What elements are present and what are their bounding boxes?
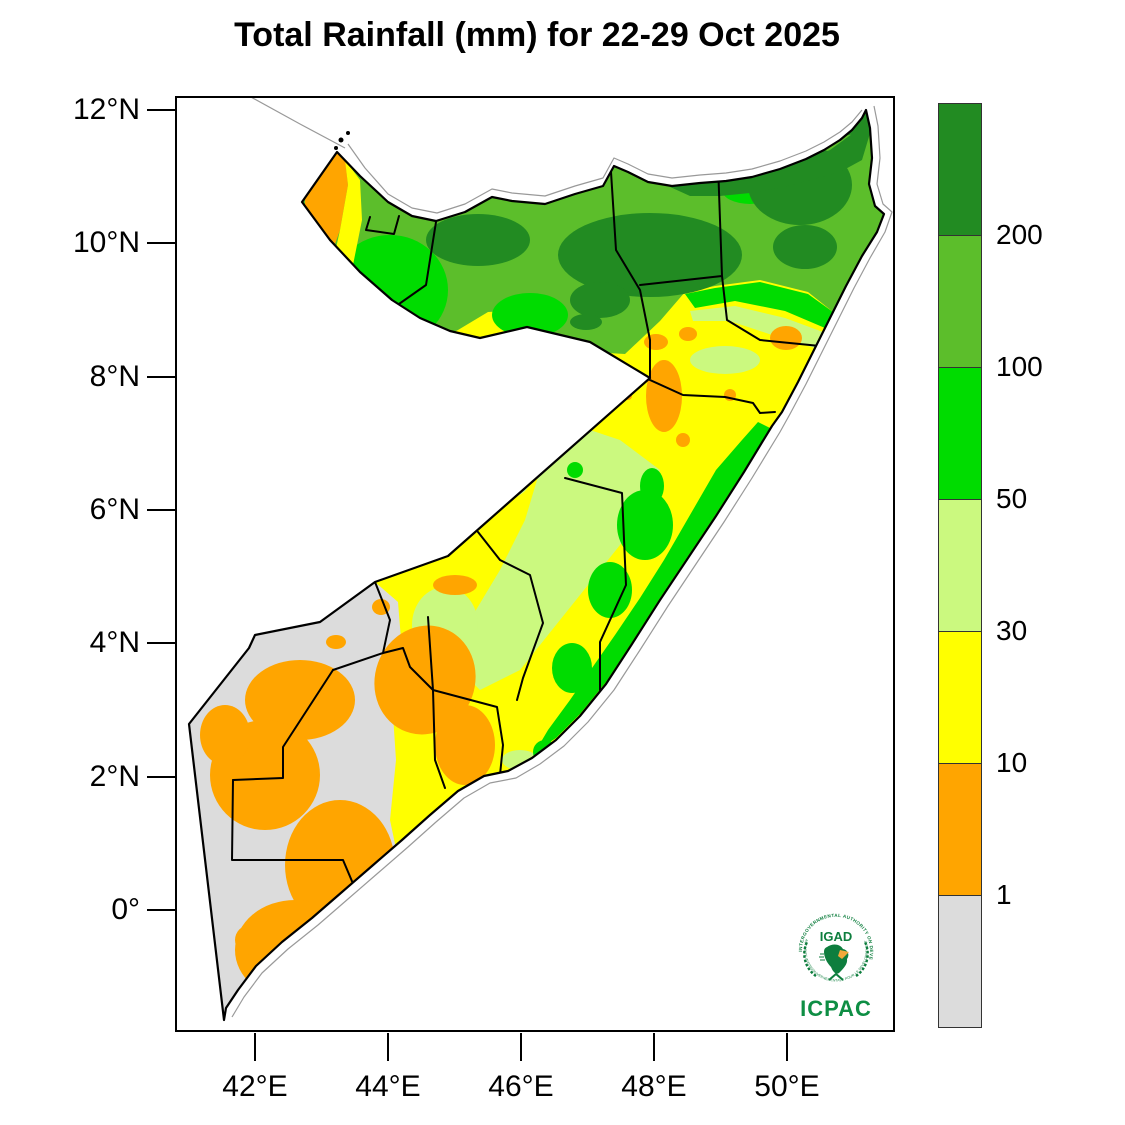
africa-silhouette-icon xyxy=(819,944,849,974)
y-axis-label: 4°N xyxy=(89,626,140,659)
legend-tick-label: 200 xyxy=(996,219,1043,250)
laurel-right-icon xyxy=(855,941,869,977)
y-axis-label: 2°N xyxy=(89,760,140,793)
djibouti-coastline xyxy=(248,96,346,149)
legend-swatch-100-200 xyxy=(938,235,982,368)
x-axis-label: 50°E xyxy=(754,1070,820,1103)
north-offshore-line xyxy=(347,109,863,214)
x-tick xyxy=(653,1033,655,1061)
y-axis-label: 0° xyxy=(111,893,140,926)
y-axis-label: 10°N xyxy=(72,226,140,259)
y-tick xyxy=(147,776,175,778)
islet-dot xyxy=(338,137,344,143)
y-tick xyxy=(147,242,175,244)
x-axis-label: 44°E xyxy=(355,1070,421,1103)
legend-swatch-1-10 xyxy=(938,763,982,896)
legend-swatch-lt1 xyxy=(938,895,982,1028)
x-tick xyxy=(520,1033,522,1061)
admin-boundaries xyxy=(231,163,831,894)
horn-of-africa-highlight xyxy=(838,950,849,959)
x-tick xyxy=(387,1033,389,1061)
somalia-rainfall-map xyxy=(187,96,893,1022)
legend-swatch-30-50 xyxy=(938,499,982,632)
y-tick xyxy=(147,376,175,378)
x-axis-label: 48°E xyxy=(621,1070,687,1103)
y-tick xyxy=(147,509,175,511)
rainfall-fill-layers xyxy=(189,110,884,1020)
y-axis-label: 6°N xyxy=(89,493,140,526)
igad-logo: INTERGOVERNMENTAL AUTHORITY ON DEVELOPME… xyxy=(793,907,879,993)
x-axis-label: 42°E xyxy=(222,1070,288,1103)
x-tick xyxy=(786,1033,788,1061)
x-axis-label: 46°E xyxy=(488,1070,554,1103)
islet-dot xyxy=(346,131,350,135)
y-axis-label: 12°N xyxy=(72,93,140,126)
legend-swatch-gt200 xyxy=(938,103,982,236)
legend-tick-label: 30 xyxy=(996,615,1028,646)
legend-swatch-50-100 xyxy=(938,367,982,500)
y-tick xyxy=(147,109,175,111)
y-tick xyxy=(147,909,175,911)
laurel-left-icon xyxy=(803,941,817,977)
icpac-label: ICPAC xyxy=(800,996,872,1021)
logo-acronym: IGAD xyxy=(820,929,853,944)
y-axis-label: 8°N xyxy=(89,360,140,393)
y-tick xyxy=(147,642,175,644)
laurel-base-icon xyxy=(828,972,844,981)
page-title: Total Rainfall (mm) for 22-29 Oct 2025 xyxy=(234,16,840,54)
somalia-outline xyxy=(187,108,886,1022)
east-offshore-line xyxy=(231,105,893,1018)
legend-tick-label: 100 xyxy=(996,351,1043,382)
legend-tick-label: 1 xyxy=(996,879,1012,910)
islet-dot xyxy=(334,146,338,150)
x-tick xyxy=(254,1033,256,1061)
legend-tick-label: 10 xyxy=(996,747,1028,778)
legend-swatch-10-30 xyxy=(938,631,982,764)
legend-tick-label: 50 xyxy=(996,483,1028,514)
